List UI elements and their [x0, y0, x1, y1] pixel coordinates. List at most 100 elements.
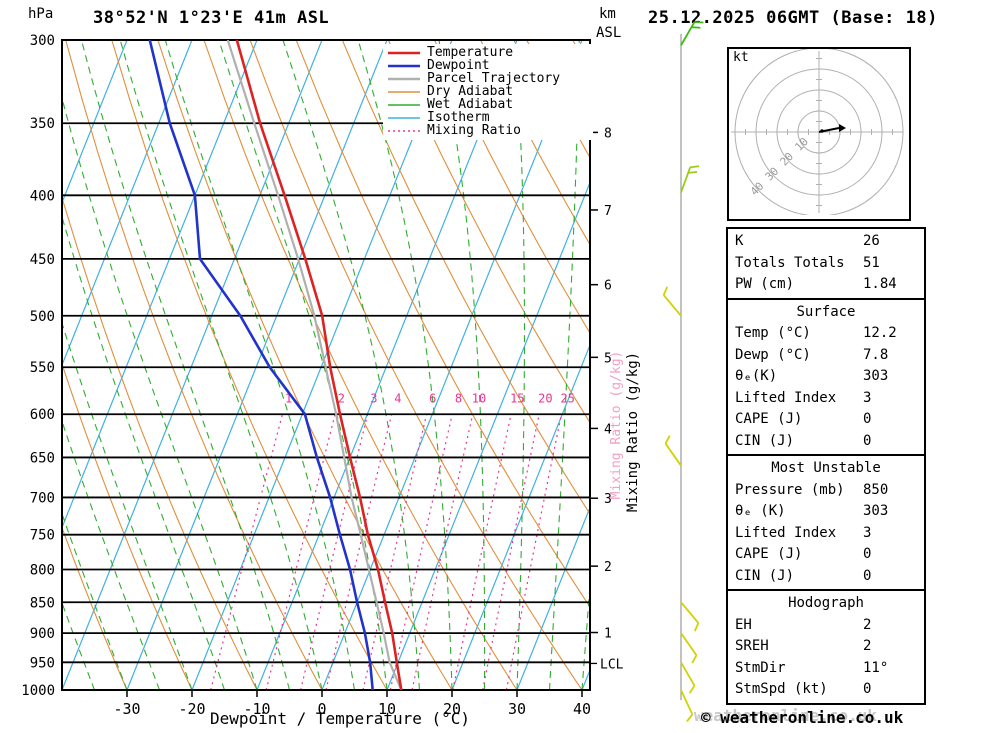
dry-adiabat-line: [62, 195, 258, 690]
wind-barb: [680, 689, 694, 723]
stat-section-title: Most Unstable: [771, 460, 881, 476]
stat-value: 7.8: [863, 346, 889, 363]
copyright-text: © weatheronline.co.uk: [701, 708, 904, 727]
parcel-trajectory-curve: [226, 40, 403, 690]
km-tick-label: 5: [604, 351, 612, 366]
km-tick-label: 2: [604, 560, 612, 575]
pressure-tick-label: 550: [30, 360, 55, 376]
hodograph-unit-label: kt: [733, 50, 749, 65]
isotherm-line: [62, 40, 258, 530]
stat-label: Pressure (mb): [735, 481, 845, 498]
legend-item: Dry Adiabat: [387, 85, 591, 98]
legend-item: Temperature: [387, 46, 591, 59]
run-title: 25.12.2025 06GMT (Base: 18): [648, 8, 938, 28]
isotherm-line: [256, 40, 518, 690]
legend-item: Isotherm: [387, 111, 591, 124]
stat-row: StmSpd (kt) 0: [728, 679, 924, 701]
legend-label: Isotherm: [427, 110, 490, 125]
mixing-ratio-value-label: 6: [429, 392, 436, 406]
mixing-ratio-value-label: 8: [455, 392, 462, 406]
hodograph: kt 10 20 30 40: [727, 47, 911, 221]
pressure-tick-label: 850: [30, 595, 55, 611]
pressure-tick-label: 750: [30, 528, 55, 544]
stat-section-title: Hodograph: [788, 595, 864, 611]
lcl-label: LCL: [600, 657, 624, 672]
mixing-ratio-value-label: 2: [338, 392, 345, 406]
km-tick-label: 6: [604, 279, 612, 294]
isotherm-line: [451, 343, 590, 690]
stat-section: Hodograph EH 2 SREH 2 StmDir 11° StmSpd (kt) 0: [726, 589, 926, 705]
km-unit-label: km: [599, 6, 616, 22]
legend-swatch: [388, 90, 420, 93]
dry-adiabat-line: [387, 40, 590, 424]
hodograph-trace-arrow: [839, 124, 846, 132]
pressure-tick-label: 900: [30, 626, 55, 642]
stat-label: Temp (°C): [735, 325, 811, 341]
pressure-tick-label: 700: [30, 490, 55, 506]
stat-row: θₑ(K) 303: [728, 366, 924, 388]
stat-label: CIN (J): [735, 567, 795, 584]
stat-row: CIN (J) 0: [728, 566, 924, 588]
legend-swatch: [388, 51, 420, 54]
isotherm-line: [386, 180, 590, 690]
stat-value: 0: [863, 567, 872, 584]
stat-value: 3: [863, 524, 872, 541]
station-title: 38°52'N 1°23'E 41m ASL: [93, 8, 330, 28]
copyright: weatheronline.co.uk © weatheronline.co.u…: [694, 706, 904, 727]
isotherm-line: [191, 40, 453, 690]
pressure-tick-label: 1000: [21, 683, 55, 699]
stat-row: CAPE (J) 0: [728, 544, 924, 566]
stat-label: CAPE (J): [735, 411, 803, 427]
stats-panel: K 26 Totals Totals 51 PW (cm) 1.84 Surface Temp…: [726, 227, 926, 705]
mixing-ratio-value-label: 25: [560, 392, 574, 406]
wind-barb: [680, 601, 700, 632]
temp-tick-label: -20: [178, 700, 205, 718]
stat-row: Lifted Index 3: [728, 523, 924, 545]
pressure-tick-label: 400: [30, 188, 55, 204]
stat-value: 3: [863, 389, 872, 406]
stat-label: EH: [735, 616, 752, 633]
stat-label: StmDir: [735, 659, 786, 676]
mixing-ratio-axis-label-pink: Mixing Ratio (g/kg): [609, 351, 624, 500]
wet-adiabat-line: [0, 40, 30, 690]
asl-unit-label: ASL: [596, 25, 622, 41]
stat-section-title: Surface: [796, 303, 856, 320]
mixing-ratio-line: [505, 414, 563, 690]
x-axis-label: Dewpoint / Temperature (°C): [209, 709, 471, 728]
mixing-ratio-value-label: 3: [370, 392, 377, 406]
temp-tick-label: 30: [508, 700, 526, 718]
wind-barb: [680, 165, 700, 193]
stat-row: Dewp (°C) 7.8: [728, 345, 924, 367]
plot-border: [61, 39, 591, 691]
stat-section: Surface Temp (°C) 12.2 Dewp (°C) 7.8 θₑ(K) 303…: [726, 297, 926, 456]
legend-label: Mixing Ratio: [427, 123, 521, 138]
mixing-ratio-value-label: 20: [538, 392, 552, 406]
legend-item: Dewpoint: [387, 59, 591, 72]
stat-row: θₑ (K) 303: [728, 501, 924, 523]
pressure-tick-label: 800: [30, 563, 55, 579]
km-tick-label: 3: [604, 492, 612, 507]
stat-label: StmSpd (kt): [735, 681, 828, 697]
temp-tick-label: -30: [113, 700, 140, 718]
isotherm-line: [516, 505, 590, 690]
stat-value: 1.84: [863, 276, 897, 292]
stat-row: EH 2: [728, 615, 924, 637]
legend-swatch: [388, 64, 420, 67]
km-tick-label: 4: [604, 422, 612, 437]
legend-swatch: [388, 103, 420, 106]
pressure-tick-label: 300: [30, 33, 55, 49]
mixing-ratio-value-label: 4: [394, 392, 401, 406]
wind-barb: [680, 632, 698, 664]
stat-value: 0: [863, 546, 872, 562]
stat-label: Lifted Index: [735, 389, 837, 406]
hodograph-origin-dot: [820, 129, 824, 133]
stat-row: Pressure (mb) 850: [728, 480, 924, 502]
stat-label: SREH: [735, 638, 769, 654]
legend-swatch: [388, 116, 420, 119]
stat-section: Most Unstable Pressure (mb) 850 θₑ (K) 303 Li…: [726, 454, 926, 591]
pressure-tick-label: 350: [30, 116, 55, 132]
stat-label: PW (cm): [735, 276, 795, 292]
wind-barb: [680, 21, 704, 46]
dewpoint-curve: [148, 40, 374, 690]
